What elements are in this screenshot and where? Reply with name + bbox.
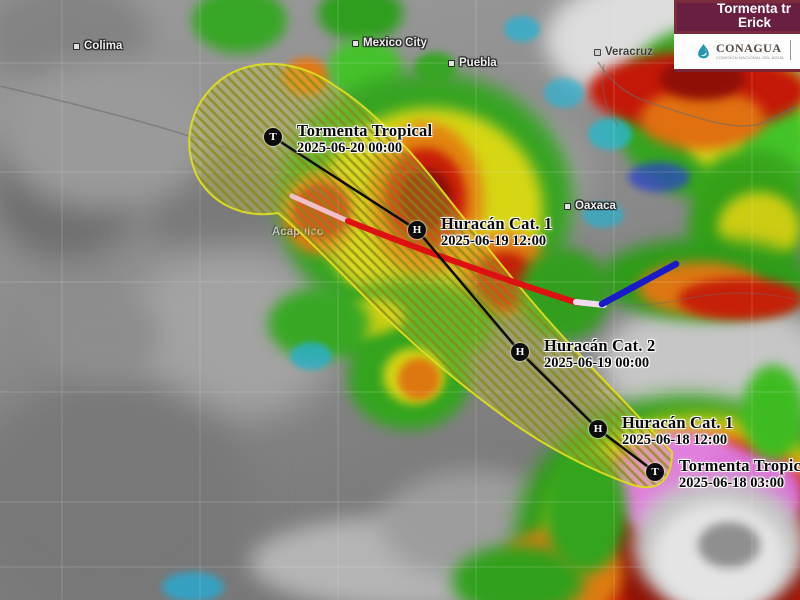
agency-name: CONAGUA bbox=[716, 41, 782, 55]
logo-bar-divider bbox=[790, 40, 791, 60]
storm-title-banner: Tormenta tr Erick bbox=[674, 0, 800, 34]
city-dot bbox=[73, 42, 80, 50]
point-datetime-label: 2025-06-20 00:00 bbox=[297, 140, 403, 156]
city-name: Colima bbox=[84, 40, 123, 52]
agency-logo-bar: CONAGUA COMISIÓN NACIONAL DEL AGUA bbox=[674, 34, 800, 72]
point-intensity-label: Huracán Cat. 1 bbox=[441, 214, 553, 233]
tropical-storm-marker-icon: T bbox=[264, 128, 282, 146]
point-datetime-label: 2025-06-18 12:00 bbox=[622, 432, 728, 448]
storm-title-line1: Tormenta tr bbox=[717, 1, 792, 16]
city-dot bbox=[594, 48, 601, 56]
hurricane-marker-icon: H bbox=[408, 221, 426, 239]
water-drop-icon bbox=[698, 44, 709, 59]
conagua-logo: CONAGUA COMISIÓN NACIONAL DEL AGUA bbox=[696, 42, 784, 61]
banner-inner-panel bbox=[677, 3, 800, 31]
hurricane-marker-icon: H bbox=[511, 343, 529, 361]
point-datetime-label: 2025-06-18 03:00 bbox=[679, 475, 785, 491]
point-datetime-label: 2025-06-19 00:00 bbox=[544, 355, 650, 371]
tropical-storm-marker-icon: T bbox=[646, 463, 664, 481]
city-name: Mexico City bbox=[363, 37, 427, 49]
city-label-veracruz: Veracruz bbox=[594, 45, 653, 59]
city-label-colima: Colima bbox=[73, 39, 122, 53]
point-intensity-label: Tormenta Tropical bbox=[679, 456, 800, 475]
point-intensity-label: Huracán Cat. 1 bbox=[622, 413, 734, 432]
point-datetime-label: 2025-06-19 12:00 bbox=[441, 233, 547, 249]
storm-title-line2: Erick bbox=[738, 15, 772, 30]
point-intensity-label: Huracán Cat. 2 bbox=[544, 336, 656, 355]
city-dot bbox=[352, 39, 359, 47]
agency-tagline: COMISIÓN NACIONAL DEL AGUA bbox=[716, 55, 784, 60]
point-intensity-label: Tormenta Tropical bbox=[297, 121, 433, 140]
city-label-mexico-city: Mexico City bbox=[352, 36, 427, 50]
city-name: Veracruz bbox=[605, 46, 653, 58]
hurricane-marker-icon: H bbox=[589, 420, 607, 438]
